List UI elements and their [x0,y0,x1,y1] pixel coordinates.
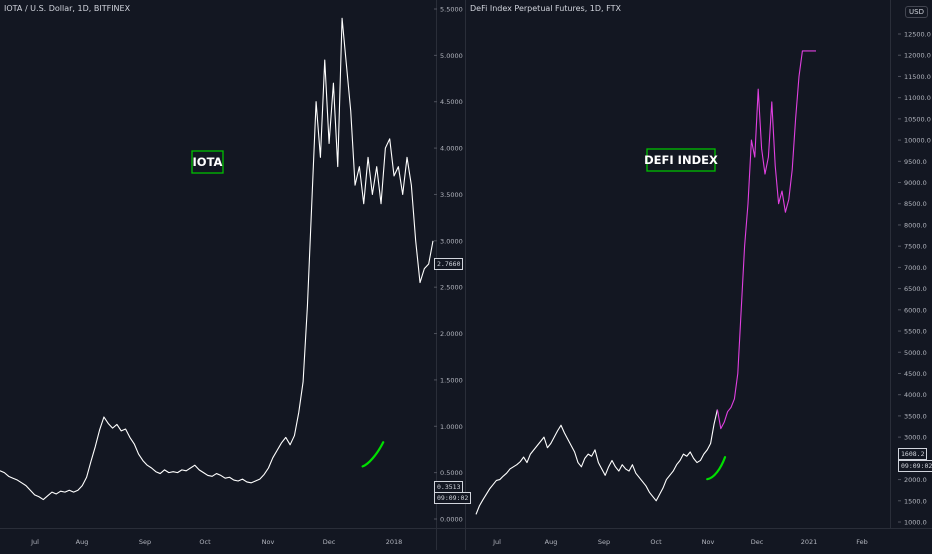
y-tick-label: 4500.0 [904,370,927,378]
x-tick-label: Feb [856,538,868,546]
y-tick-label: 3000.0 [904,434,927,442]
y-tick-label: 6000.0 [904,306,927,314]
x-tick-label: 2021 [801,538,818,546]
y-tick-label: 11500.0 [904,73,931,81]
y-tick-label: 5500.0 [904,328,927,336]
x-tick-label: Jul [30,538,39,546]
annotation-box [646,148,716,172]
countdown-label: 09:09:02 [898,460,932,472]
y-tick-label: 9500.0 [904,158,927,166]
y-tick-label: 1500.0 [904,497,927,505]
y-tick-label: 8000.0 [904,221,927,229]
x-tick-label: Dec [323,538,336,546]
y-tick-label: 6500.0 [904,285,927,293]
y-tick-label: 3500.0 [904,412,927,420]
recent-price-line [716,50,816,430]
x-tick-label: Oct [650,538,662,546]
annotation-label: DEFI INDEX [644,153,718,167]
y-tick-label: 5000.0 [904,349,927,357]
annotation-label: IOTA [193,155,223,169]
x-tick-label: Sep [598,538,610,546]
iota-chart: 0.0000 0.5000 1.0000 1.5000 2.0000 2.5000 3.00… [0,6,463,546]
y-tick-label: 10000.0 [904,137,931,145]
y-tick-label: 4000.0 [904,391,927,399]
y-tick-label: 11000.0 [904,94,931,102]
price-label: 1608.2 [898,448,928,460]
price-label: 2.7660 [434,258,464,270]
x-tick-label: Nov [262,538,275,546]
x-tick-label: Oct [199,538,211,546]
x-tick-label: Sep [139,538,151,546]
x-tick-label: 2018 [386,538,403,546]
left-chart-title: IOTA / U.S. Dollar, 1D, BITFINEX [4,4,131,13]
y-tick-label: 9000.0 [904,179,927,187]
y-tick-label: 5.0000 [440,52,463,60]
y-tick-label: 2000.0 [904,476,927,484]
y-tick-label: 4.0000 [440,145,463,153]
y-tick-label: 5.5000 [440,6,463,14]
highlight-arc [361,441,385,468]
highlight-arc [706,456,727,481]
y-tick-label: 3.0000 [440,237,463,245]
y-tick-label: 3.5000 [440,191,463,199]
price-line [475,409,718,515]
y-tick-label: 12500.0 [904,31,931,39]
y-tick-label: 10500.0 [904,115,931,123]
countdown-label: 09:09:02 [434,492,472,504]
y-tick-label: 8500.0 [904,200,927,208]
defi-chart: 1000.01500.02000.02500.03000.03500.04000… [475,31,931,546]
annotation-box [191,150,224,174]
x-tick-label: Nov [702,538,715,546]
y-tick-label: 1000.0 [904,519,927,527]
y-tick-label: 2.5000 [440,284,463,292]
right-chart-title: DeFi Index Perpetual Futures, 1D, FTX [470,4,621,13]
x-tick-label: Dec [751,538,764,546]
y-tick-label: 1.0000 [440,423,463,431]
y-tick-label: 0.0000 [440,516,463,524]
y-tick-label: 4.5000 [440,98,463,106]
x-tick-label: Jul [492,538,501,546]
currency-button[interactable]: USD [905,6,928,18]
y-tick-label: 7000.0 [904,264,927,272]
y-tick-label: 7500.0 [904,243,927,251]
y-tick-label: 2.0000 [440,330,463,338]
y-tick-label: 0.5000 [440,469,463,477]
price-line [0,17,434,501]
y-tick-label: 1.5000 [440,376,463,384]
x-tick-label: Aug [76,538,89,546]
x-tick-label: Aug [545,538,558,546]
y-tick-label: 12000.0 [904,52,931,60]
